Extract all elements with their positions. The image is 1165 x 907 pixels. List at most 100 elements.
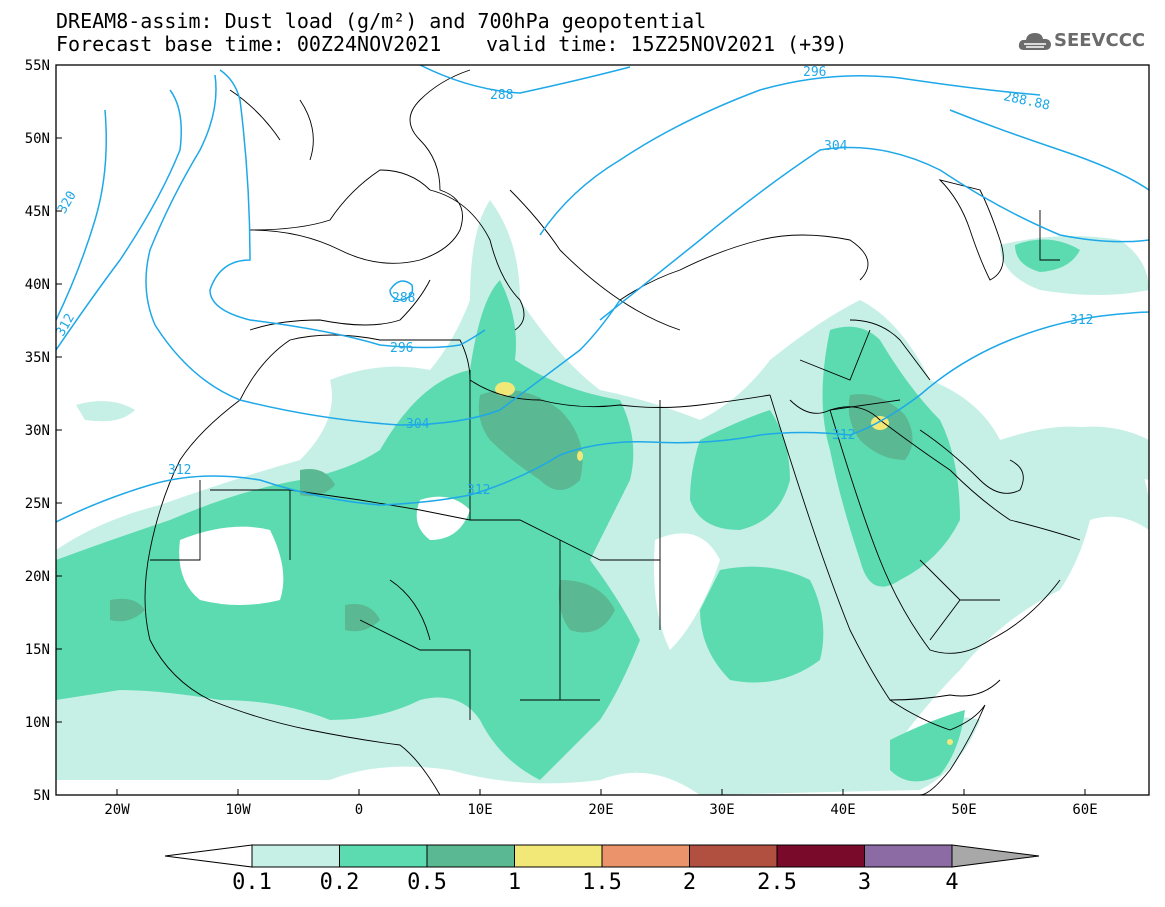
colorbar-label: 2.5 — [757, 870, 797, 895]
dust-level-0-2 — [1015, 239, 1080, 272]
contour-296 — [539, 75, 1041, 236]
lat-tick: 50N — [25, 131, 62, 147]
lon-label: 50E — [951, 802, 976, 818]
dust-level-0-2 — [700, 566, 824, 683]
lat-label: 50N — [25, 131, 50, 147]
lat-label: 5N — [33, 788, 50, 804]
red-sea — [769, 394, 1081, 701]
base-time-label: Forecast base time: 00Z24NOV2021 — [56, 32, 442, 56]
dust-level-1 — [947, 739, 953, 745]
contour-304 — [599, 146, 1149, 321]
lat-label: 55N — [25, 58, 50, 74]
lon-tick: 30E — [709, 789, 735, 818]
dust-gap — [179, 526, 284, 605]
colorbar-swatch — [689, 844, 778, 868]
contour-label: 304 — [406, 417, 430, 432]
lon-tick: 10W — [225, 789, 251, 818]
contour-label: 304 — [824, 139, 848, 154]
lat-label: 20N — [25, 569, 50, 585]
dust-level-0-2 — [890, 710, 965, 782]
map-subtitle: Forecast base time: 00Z24NOV2021 valid ti… — [56, 32, 847, 56]
lon-tick: 20E — [588, 789, 614, 818]
geopotential-contours — [56, 65, 1149, 523]
dust-level-0-2 — [690, 410, 790, 530]
colorbar-label: 0.2 — [320, 870, 360, 895]
lat-label: 45N — [25, 204, 50, 220]
contour-312b — [56, 311, 1149, 523]
lon-tick: 60E — [1072, 789, 1098, 818]
colorbar-swatch — [339, 844, 428, 868]
lon-tick: 40E — [830, 789, 856, 818]
colorbar-swatch — [251, 844, 340, 868]
lon-tick: 10E — [467, 789, 493, 818]
contour-288-88 — [949, 109, 1149, 191]
lat-label: 25N — [25, 496, 50, 512]
contour-label: 288 — [490, 88, 513, 103]
dust-level-0-5 — [345, 604, 380, 632]
cloud-logo-icon — [1018, 33, 1051, 50]
dust-gap — [416, 496, 470, 540]
europe-coast — [229, 69, 869, 331]
dust-field — [56, 200, 1149, 795]
map-title: DREAM8-assim: Dust load (g/m²) and 700hP… — [56, 10, 706, 32]
contour-label: 312 — [53, 311, 78, 339]
colorbar-swatch — [776, 844, 865, 868]
contour-label: 288.88 — [1002, 89, 1051, 113]
lon-label: 60E — [1072, 802, 1097, 818]
logo-text: SEEVCCC — [1054, 30, 1146, 51]
dust-level-1 — [577, 451, 583, 461]
persian-gulf — [919, 429, 1024, 494]
colorbar-label: 0.1 — [232, 870, 272, 895]
lat-label: 40N — [25, 277, 50, 293]
contour-296b — [209, 69, 486, 349]
lat-label: 10N — [25, 715, 50, 731]
lon-tick: 50E — [951, 789, 977, 818]
colorbar-label: 3 — [858, 870, 871, 895]
seevccc-logo: SEEVCCC — [1018, 28, 1158, 56]
lat-tick: 25N — [25, 496, 62, 512]
contour-label: 288 — [392, 291, 415, 306]
lat-tick: 15N — [25, 642, 62, 658]
contour-label: 296 — [390, 341, 413, 356]
lat-tick: 40N — [25, 277, 62, 293]
lon-tick: 0 — [355, 789, 363, 818]
colorbar-swatch — [514, 844, 603, 868]
colorbar-label: 2 — [683, 870, 696, 895]
dust-level-0-5 — [478, 390, 583, 490]
lat-label: 15N — [25, 642, 50, 658]
lon-label: 20E — [588, 802, 613, 818]
lat-label: 35N — [25, 350, 50, 366]
lat-axis: 55N 50N 45N 40N 35N 30N 25N 20N 15N 10N … — [25, 58, 62, 804]
caspian — [938, 179, 1004, 281]
lon-tick: 20W — [104, 789, 130, 818]
contour-label: 312 — [1070, 313, 1093, 328]
dust-level-0-1 — [1060, 426, 1149, 480]
title-line-1: DREAM8-assim: Dust load (g/m²) and 700hP… — [56, 9, 707, 33]
lat-tick: 10N — [25, 715, 62, 731]
colorbar-over-triangle — [951, 844, 1040, 868]
contour-label: 312 — [168, 463, 191, 478]
colorbar-under-triangle — [164, 844, 253, 868]
lat-tick: 55N — [25, 58, 62, 74]
lon-label: 0 — [355, 802, 363, 818]
contour-312a — [56, 89, 182, 351]
dust-level-0-5 — [110, 598, 145, 622]
colorbar-swatch — [864, 844, 953, 868]
lat-label: 30N — [25, 423, 50, 439]
lon-label: 40E — [830, 802, 855, 818]
contour-288 — [419, 65, 631, 94]
colorbar-label: 0.5 — [407, 870, 447, 895]
dust-level-0-5 — [558, 580, 615, 633]
colorbar-label: 1.5 — [582, 870, 622, 895]
colorbar-label: 4 — [945, 870, 958, 895]
contour-label: 312 — [832, 428, 855, 443]
lat-tick: 30N — [25, 423, 62, 439]
dust-level-1 — [495, 382, 515, 396]
lon-label: 30E — [709, 802, 734, 818]
horn-africa — [889, 699, 986, 795]
colorbar: 0.1 0.2 0.5 1 1.5 2 2.5 3 4 — [164, 844, 1040, 895]
contour-label: 296 — [803, 65, 826, 80]
contour-320 — [56, 109, 107, 321]
contour-label: 312 — [467, 483, 490, 498]
